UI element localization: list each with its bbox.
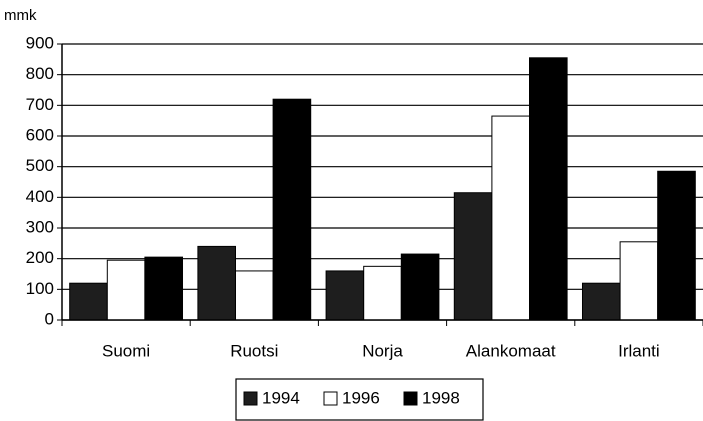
bar — [144, 256, 184, 321]
bar — [69, 282, 108, 321]
x-tick-label: Ruotsi — [230, 341, 278, 360]
legend-swatch — [323, 391, 338, 406]
y-tick-label: 0 — [45, 309, 54, 328]
y-tick-label: 700 — [26, 95, 54, 114]
y-tick-label: 900 — [26, 33, 54, 52]
legend-swatch — [403, 391, 418, 406]
y-tick-label: 200 — [26, 248, 54, 267]
bar — [106, 259, 146, 321]
bar — [272, 98, 312, 321]
legend-box — [235, 378, 484, 421]
bar — [529, 57, 568, 321]
bar — [197, 245, 236, 321]
x-tick-label: Irlanti — [618, 341, 660, 360]
legend-label: 1998 — [422, 388, 460, 407]
x-tick-label: Norja — [362, 341, 403, 360]
bar — [363, 265, 402, 321]
y-tick-label: 400 — [26, 187, 54, 206]
bar — [325, 270, 365, 321]
y-tick-label: 500 — [26, 156, 54, 175]
legend-label: 1994 — [262, 388, 300, 407]
legend-swatch — [243, 391, 258, 406]
x-tick-label: Alankomaat — [466, 341, 556, 360]
y-tick-label: 800 — [26, 64, 54, 83]
bar — [657, 170, 696, 321]
bar — [581, 282, 621, 321]
bar — [234, 270, 274, 321]
y-tick-label: 100 — [26, 279, 54, 298]
bar — [619, 241, 659, 321]
bar — [453, 192, 493, 321]
x-tick-label: Suomi — [102, 341, 150, 360]
bar — [400, 253, 440, 321]
y-axis-label: mmk — [4, 7, 37, 24]
y-tick-label: 300 — [26, 217, 54, 236]
legend-label: 1996 — [342, 388, 380, 407]
y-tick-label: 600 — [26, 125, 54, 144]
bar — [491, 115, 531, 321]
